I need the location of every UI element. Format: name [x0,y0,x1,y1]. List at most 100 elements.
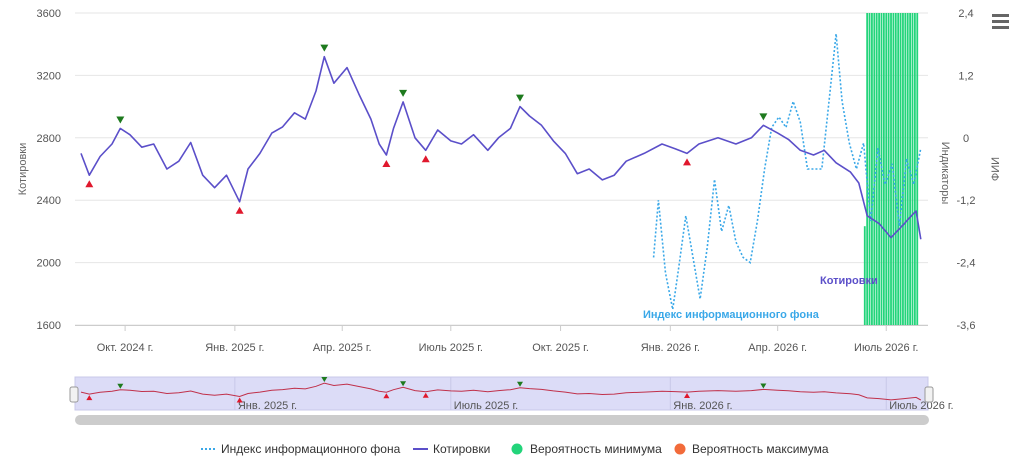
navigator-handle-right[interactable] [924,386,934,403]
min-probability-bar [911,13,914,325]
min-probability-bar [909,13,912,325]
menu-icon[interactable] [992,14,1009,29]
legend-item-max-probability[interactable]: Вероятность максимума [674,442,829,456]
navigator-handle-left[interactable] [69,386,79,403]
navigator-sell-marker [760,383,767,389]
navigator-series [80,377,922,403]
left-tick-label: 1600 [37,320,61,332]
grid-lines [75,12,928,331]
right-tick-label: -3,6 [957,320,976,332]
x-tick-label: Июль 2026 г. [854,342,918,354]
marker-layer [85,44,768,214]
left-tick-label: 2800 [37,133,61,145]
buy-signal-marker [382,159,391,167]
min-probability-bar [899,13,902,325]
legend-max-probability-label: Вероятность максимума [692,442,829,456]
min-probability-bar [887,13,890,325]
legend-item-min-probability[interactable]: Вероятность минимума [511,442,663,456]
buy-signal-marker [421,155,430,163]
navigator-labels: Янв. 2025 г. Июль 2025 г. Янв. 2026 г. Июль… [234,377,954,412]
legend-info-index-label: Индекс информационного фона [221,442,401,456]
navigator-buy-marker [236,397,243,403]
x-tick-label: Окт. 2024 г. [97,342,154,354]
right-tick-label: 2,4 [958,8,973,20]
buy-signal-marker [235,206,244,214]
right-tick-label: 1,2 [958,70,973,82]
sell-signal-marker [759,113,768,121]
annotation-info-index: Индекс информационного фона [643,309,820,321]
left-tick-label: 2000 [37,258,61,270]
buy-signal-marker [85,180,94,188]
min-probability-bar [913,13,916,325]
legend-min-probability-swatch [511,443,523,455]
left-tick-label: 3200 [37,70,61,82]
legend: Индекс информационного фона Котировки Ве… [201,442,829,456]
min-probability-bar [875,13,878,325]
left-axis-title: Котировки [17,143,29,196]
legend-item-kotirovki[interactable]: Котировки [413,442,490,456]
sell-signal-marker [320,44,329,52]
right-axis-ticks: -3,6 -2,4 -1,2 0 1,2 2,4 [957,8,976,332]
min-probability-bar [916,13,919,325]
annotation-kotirovki: Котировки [820,275,878,287]
legend-min-probability-label: Вероятность минимума [530,442,662,456]
min-probability-bar [866,13,869,325]
kotirovki-line [80,55,922,240]
navigator-sell-marker [516,381,523,387]
right-tick-label: -2,4 [957,258,976,270]
left-tick-label: 2400 [37,195,61,207]
min-probability-bar [868,13,871,325]
min-probability-bar [902,13,904,325]
sell-signal-marker [116,116,125,124]
x-tick-label: Янв. 2025 г. [205,342,264,354]
series-layer [80,13,922,325]
navigator-buy-marker [383,393,390,399]
right-axis-title-fii: ФИИ [990,157,1002,181]
navigator-tick-label: Июль 2025 г. [454,400,518,412]
right-tick-label: -1,2 [957,195,976,207]
min-probability-bar [906,13,909,325]
legend-item-info-index[interactable]: Индекс информационного фона [201,442,401,456]
sell-signal-marker [399,89,408,97]
navigator-buy-marker [86,395,93,401]
navigator-background [74,376,929,411]
navigator[interactable]: Янв. 2025 г. Июль 2025 г. Янв. 2026 г. Июль… [69,376,954,425]
min-probability-bar [880,13,883,325]
navigator-sell-marker [400,381,407,387]
right-axis-title-indicators: Индикаторы [939,142,951,205]
x-axis-labels: Окт. 2024 г. Янв. 2025 г. Апр. 2025 г. Июль… [97,342,919,354]
navigator-line [80,382,922,401]
navigator-tick-label: Янв. 2026 г. [673,400,732,412]
left-axis-ticks: 1600 2000 2400 2800 3200 3600 [37,8,61,332]
navigator-buy-marker [684,393,691,399]
min-probability-bar [878,13,880,325]
x-tick-label: Окт. 2025 г. [532,342,589,354]
min-probability-bar [873,13,876,325]
navigator-scrollbar[interactable] [75,415,929,425]
min-probability-bar [871,13,873,325]
navigator-sell-marker [321,377,328,383]
legend-max-probability-swatch [674,443,686,455]
navigator-sell-marker [117,383,124,389]
x-tick-label: Янв. 2026 г. [641,342,700,354]
navigator-tick-label: Янв. 2025 г. [238,400,297,412]
min-probability-bar [882,13,885,325]
min-probability-bar [897,13,900,325]
x-tick-label: Апр. 2026 г. [748,342,807,354]
navigator-tick-label: Июль 2026 г. [889,400,953,412]
x-tick-label: Июль 2025 г. [419,342,483,354]
min-probability-bar [894,13,897,325]
min-probability-bar [892,13,895,325]
min-probability-bar [885,13,888,325]
left-tick-label: 3600 [37,8,61,20]
navigator-buy-marker [422,392,429,398]
x-tick-label: Апр. 2025 г. [313,342,372,354]
min-probability-bar [863,226,866,325]
legend-kotirovki-label: Котировки [433,442,490,456]
sell-signal-marker [515,94,524,102]
min-probability-bar [890,13,892,325]
info-index-line [652,33,922,310]
buy-signal-marker [683,158,692,166]
right-tick-label: 0 [963,133,969,145]
